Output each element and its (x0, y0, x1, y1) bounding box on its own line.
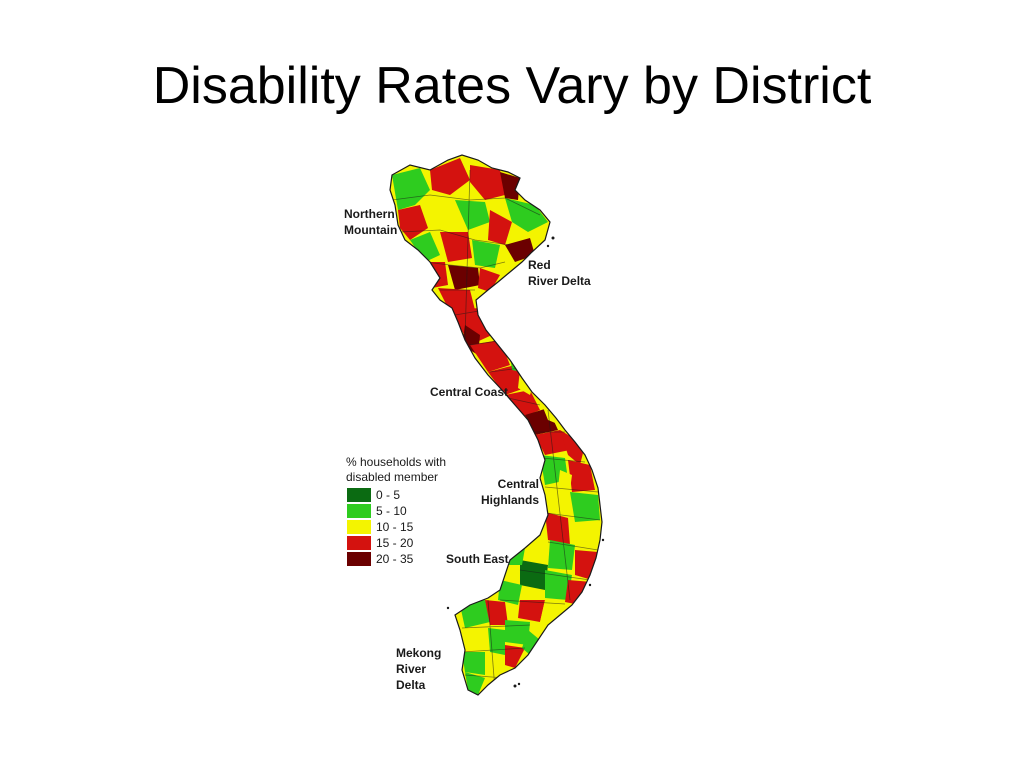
label-mekong-river-delta: Mekong River Delta (396, 646, 442, 692)
legend-label: 5 - 10 (376, 504, 407, 518)
legend-label: 10 - 15 (376, 520, 414, 534)
legend-label: 20 - 35 (376, 552, 414, 566)
legend-title: % households with disabled member (346, 455, 447, 484)
slide-title: Disability Rates Vary by District (152, 57, 872, 115)
district-boundaries (391, 169, 601, 691)
label-south-east: South East (446, 552, 509, 566)
legend-item: 5 - 10 (347, 503, 407, 519)
legend-label: 0 - 5 (376, 488, 401, 502)
label-central-coast: Central Coast (430, 385, 509, 399)
label-red-river-delta: Red River Delta (528, 258, 591, 288)
label-central-highlands: Central Highlands (481, 477, 540, 507)
legend-item: 20 - 35 (347, 551, 413, 567)
legend-swatch (347, 488, 371, 502)
district-fill (390, 155, 602, 695)
label-northern-mountain: Northern Mountain (344, 207, 398, 237)
legend-item: 10 - 15 (347, 519, 413, 535)
islands (446, 236, 605, 688)
legend-item: 0 - 5 (347, 487, 400, 503)
legend-swatch (347, 520, 371, 534)
legend-item: 15 - 20 (347, 535, 413, 551)
country-outline (389, 154, 603, 696)
legend-swatch (347, 504, 371, 518)
legend-swatch (347, 536, 371, 550)
legend-swatch (347, 552, 371, 566)
legend-label: 15 - 20 (376, 536, 414, 550)
